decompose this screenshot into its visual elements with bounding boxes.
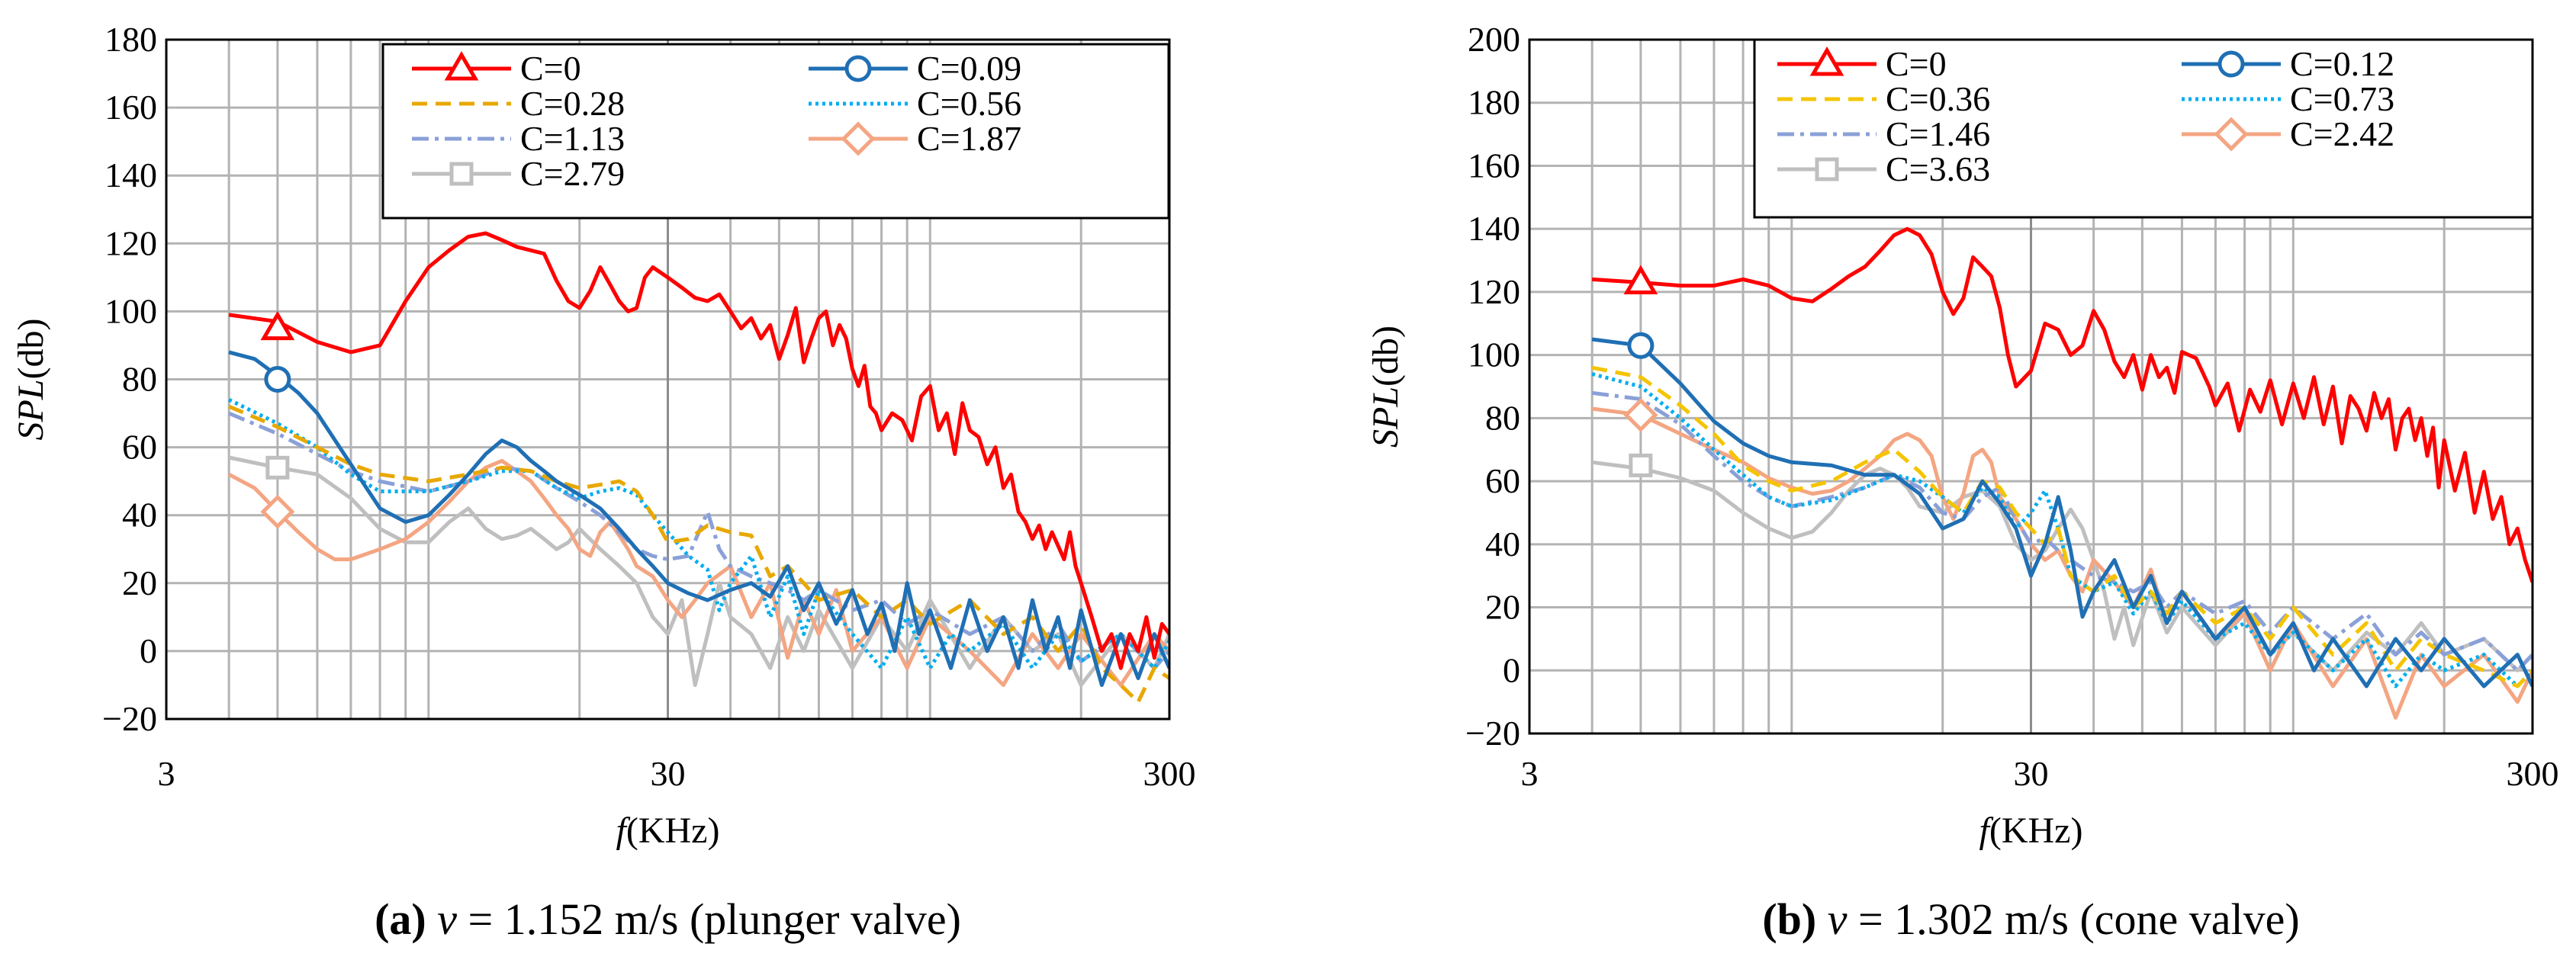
- y-tick-label: 80: [122, 360, 157, 399]
- x-tick-label: 3: [158, 754, 175, 793]
- y-tick-label: 20: [122, 563, 157, 602]
- y-tick-label: 140: [105, 156, 157, 194]
- legend-marker-C=3.63: [1815, 157, 1839, 181]
- panel-b: −20 0 20 40 60 80 100 120 140 160 180 200 3 30 300 SPL(…: [1365, 20, 2559, 944]
- legend-box: [381, 43, 1170, 220]
- series-marker-C=0: [1623, 265, 1658, 294]
- series-marker-C=1.87: [260, 494, 295, 529]
- y-tick-label: 120: [105, 223, 157, 262]
- series-marker-C=2.42: [1623, 397, 1658, 432]
- y-tick-label: −20: [102, 699, 157, 738]
- series-line-C=0: [228, 231, 1169, 670]
- series-line-C=2.79: [228, 455, 1169, 687]
- legend-label: C=0.36: [1886, 79, 1990, 118]
- series-line-C=0: [1591, 226, 2533, 583]
- legend-label: C=0.56: [917, 84, 1021, 123]
- y-tick-label: 180: [1468, 83, 1520, 122]
- x-axis-label: f(KHz): [616, 810, 720, 851]
- series-line-C=0.12: [1591, 337, 2533, 689]
- plot-area-frame: [165, 38, 1171, 721]
- legend-box: [1753, 38, 2534, 219]
- series-line-C=1.87: [227, 458, 1169, 687]
- legend-label: C=1.13: [520, 119, 625, 158]
- legend: C=0 C=0.12 C=0.36 C=0.73 C=1.46 C=2.42 C=3.63: [1753, 38, 2534, 219]
- series-marker-C=0: [260, 310, 295, 341]
- y-tick-label: 60: [122, 428, 157, 467]
- x-tick-label: 300: [1143, 754, 1196, 793]
- legend-marker-C=0: [444, 51, 479, 81]
- series-line-C=0.28: [228, 404, 1169, 705]
- x-tick-label: 300: [2507, 754, 2559, 793]
- legend-label: C=0: [520, 49, 581, 88]
- x-tick-label: 30: [2014, 754, 2049, 793]
- series-marker-C=3.63: [1629, 453, 1653, 477]
- legend-label: C=2.79: [520, 154, 625, 193]
- legend-label: C=1.87: [917, 119, 1021, 158]
- panel-a: −20 0 20 40 60 80 100 120 140 160 180 3 30 300 SPL(db)…: [11, 20, 1196, 944]
- series-marker-C=2.79: [265, 455, 290, 480]
- x-axis-label: f(KHz): [1979, 810, 2083, 851]
- legend-marker-C=0.09: [844, 55, 872, 82]
- y-tick-label: 80: [1485, 398, 1520, 437]
- y-tick-label: 100: [105, 291, 157, 330]
- y-tick-label: 0: [1503, 650, 1520, 689]
- legend-marker-C=0: [1809, 47, 1844, 76]
- panel-caption: (b) v = 1.302 m/s (cone valve): [1762, 894, 2299, 944]
- legend-label: C=0.28: [520, 84, 625, 123]
- legend-label: C=1.46: [1886, 114, 1990, 153]
- series-marker-C=0.09: [264, 366, 291, 393]
- y-tick-label: 20: [1485, 588, 1520, 627]
- x-tick-label: 3: [1521, 754, 1539, 793]
- y-tick-label: 160: [105, 88, 157, 127]
- y-tick-label: 120: [1468, 272, 1520, 311]
- legend-label: C=0.09: [917, 49, 1021, 88]
- legend-label: C=3.63: [1886, 149, 1990, 188]
- y-tick-label: 60: [1485, 461, 1520, 500]
- series-line-C=2.42: [1591, 406, 2533, 720]
- legend-marker-C=1.87: [841, 121, 876, 156]
- y-tick-label: 140: [1468, 209, 1520, 248]
- y-tick-label: 40: [1485, 525, 1520, 563]
- series-group: [227, 231, 1169, 705]
- y-tick-label: 0: [140, 631, 157, 670]
- legend-label: C=0: [1886, 44, 1947, 83]
- legend-marker-C=0.12: [2217, 50, 2245, 78]
- series-group: [1591, 226, 2533, 720]
- y-tick-label: 200: [1468, 20, 1520, 59]
- x-tick-label: 30: [651, 754, 686, 793]
- y-axis-label: SPL(db): [11, 319, 51, 441]
- panel-caption: (a) v = 1.152 m/s (plunger valve): [375, 894, 961, 944]
- legend-label: C=0.12: [2290, 44, 2394, 83]
- y-tick-label: −20: [1465, 714, 1520, 753]
- y-tick-label: 100: [1468, 335, 1520, 374]
- series-line-C=0.09: [228, 350, 1169, 687]
- series-line-C=0.36: [1591, 365, 2533, 689]
- legend-marker-C=2.42: [2214, 117, 2249, 152]
- y-tick-label: 180: [105, 20, 157, 59]
- legend-label: C=0.73: [2290, 79, 2394, 118]
- legend-label: C=2.42: [2290, 114, 2394, 153]
- y-tick-label: 160: [1468, 146, 1520, 185]
- legend: C=0 C=0.09 C=0.28 C=0.56 C=1.13 C=1.87 C=2.79: [381, 43, 1170, 220]
- series-marker-C=0.12: [1627, 332, 1655, 359]
- y-tick-label: 40: [122, 496, 157, 534]
- legend-marker-C=2.79: [449, 162, 474, 186]
- y-axis-label: SPL(db): [1365, 326, 1406, 448]
